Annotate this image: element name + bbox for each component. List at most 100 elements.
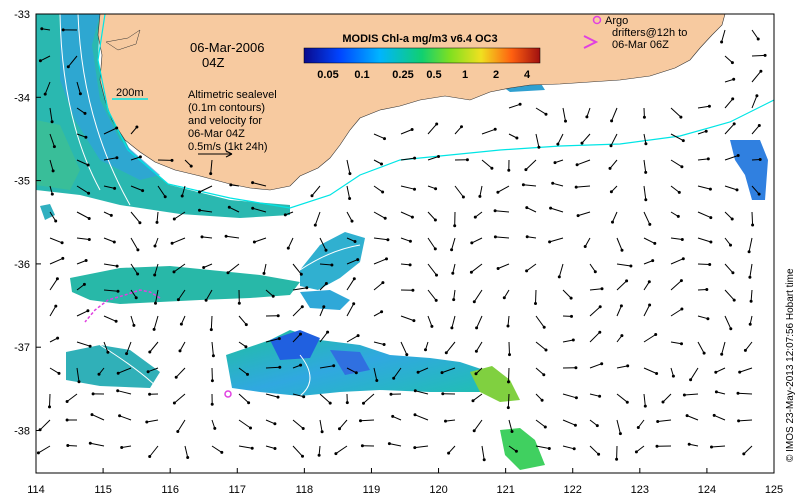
velocity-arrow-head bbox=[65, 400, 69, 403]
velocity-arrow-head bbox=[115, 156, 119, 160]
velocity-arrow bbox=[373, 367, 378, 381]
velocity-arrow bbox=[346, 259, 358, 265]
velocity-arrow-head bbox=[135, 125, 139, 129]
x-tick-label: 121 bbox=[496, 484, 514, 496]
velocity-arrow-head bbox=[202, 266, 206, 269]
velocity-arrow-head bbox=[78, 92, 82, 96]
velocity-arrow bbox=[346, 159, 351, 174]
velocity-arrow-head bbox=[620, 334, 624, 338]
velocity-arrow-head bbox=[77, 380, 81, 384]
velocity-arrow-head bbox=[570, 314, 573, 318]
velocity-arrow bbox=[503, 289, 510, 298]
y-tick-label: -33 bbox=[14, 9, 30, 21]
velocity-arrow-head bbox=[97, 372, 101, 376]
velocity-arrow-head bbox=[469, 270, 473, 274]
velocity-arrow-head bbox=[506, 406, 510, 410]
argo-legend-circle-icon bbox=[592, 15, 602, 25]
velocity-arrow-head bbox=[597, 452, 601, 456]
velocity-arrow bbox=[76, 237, 90, 240]
velocity-arrow bbox=[495, 210, 510, 213]
date-line-2: 04Z bbox=[202, 55, 224, 70]
velocity-arrow bbox=[670, 280, 682, 291]
velocity-arrow-head bbox=[643, 404, 647, 408]
velocity-arrow-head bbox=[732, 122, 736, 126]
velocity-arrow bbox=[562, 339, 574, 343]
velocity-arrow bbox=[637, 419, 645, 428]
velocity-arrow bbox=[643, 237, 656, 244]
velocity-arrow-head bbox=[301, 427, 305, 430]
velocity-arrow-head bbox=[706, 317, 710, 321]
isobath-scale-label: 200m bbox=[116, 87, 144, 99]
velocity-arrow-head bbox=[493, 235, 497, 239]
velocity-arrow bbox=[373, 211, 386, 219]
velocity-arrow-head bbox=[299, 272, 303, 276]
velocity-arrow-head bbox=[324, 248, 328, 252]
velocity-arrow-head bbox=[172, 217, 176, 221]
velocity-arrow bbox=[586, 107, 591, 118]
velocity-arrow-head bbox=[709, 216, 713, 220]
velocity-arrow bbox=[177, 289, 186, 300]
velocity-arrow-head bbox=[704, 129, 708, 133]
velocity-arrow-head bbox=[176, 430, 180, 433]
velocity-arrow-head bbox=[677, 190, 681, 194]
velocity-arrow-head bbox=[54, 219, 58, 223]
velocity-arrow bbox=[346, 211, 353, 222]
island bbox=[105, 29, 141, 51]
velocity-arrow-head bbox=[113, 186, 117, 190]
velocity-arrow bbox=[697, 263, 710, 265]
velocity-arrow bbox=[526, 207, 537, 213]
velocity-arrow bbox=[508, 445, 517, 452]
velocity-arrow bbox=[643, 393, 646, 407]
velocity-arrow bbox=[49, 107, 53, 122]
velocity-arrow-head bbox=[189, 164, 193, 168]
velocity-arrow bbox=[589, 306, 601, 317]
velocity-arrow bbox=[739, 367, 753, 373]
velocity-arrow bbox=[292, 393, 304, 398]
velocity-arrow-head bbox=[524, 168, 528, 172]
velocity-annotation: Altimetric sealevel (0.1m contours) and … bbox=[188, 89, 277, 158]
velocity-arrow-head bbox=[300, 305, 304, 309]
velocity-arrow bbox=[414, 445, 429, 449]
velocity-arrow-head bbox=[246, 372, 249, 376]
velocity-arrow-head bbox=[249, 426, 252, 430]
velocity-arrow-head bbox=[574, 366, 578, 370]
velocity-arrow-head bbox=[299, 332, 302, 336]
velocity-arrow-head bbox=[204, 298, 208, 302]
velocity-arrow bbox=[49, 278, 58, 291]
velocity-arrow-head bbox=[510, 430, 514, 433]
velocity-arrow bbox=[414, 414, 429, 421]
velocity-arrow-head bbox=[731, 97, 735, 101]
velocity-arrow bbox=[417, 367, 429, 373]
argo-float-marker bbox=[224, 390, 232, 398]
velocity-arrow-head bbox=[138, 221, 142, 225]
velocity-arrow bbox=[589, 393, 600, 397]
velocity-arrow-head bbox=[334, 452, 338, 456]
velocity-arrow-head bbox=[211, 354, 215, 358]
velocity-arrow-head bbox=[348, 197, 352, 200]
velocity-arrow bbox=[616, 280, 627, 291]
velocity-arrow bbox=[90, 442, 105, 447]
velocity-arrow-head bbox=[642, 115, 646, 119]
velocity-arrow bbox=[670, 308, 683, 317]
velocity-arrow-head bbox=[430, 324, 434, 328]
velocity-arrow bbox=[535, 341, 547, 351]
velocity-arrow bbox=[319, 283, 327, 291]
colorbar-label: 0.5 bbox=[426, 69, 441, 81]
velocity-arrow-head bbox=[338, 427, 341, 431]
velocity-arrow-head bbox=[732, 298, 736, 302]
velocity-arrow bbox=[616, 237, 623, 251]
velocity-arrow-head bbox=[608, 166, 612, 170]
velocity-arrow bbox=[721, 29, 726, 43]
velocity-arrow-head bbox=[680, 342, 683, 346]
velocity-arrow bbox=[576, 185, 591, 188]
velocity-arrow bbox=[550, 207, 564, 213]
velocity-arrow bbox=[184, 445, 189, 458]
annotation-line: and velocity for bbox=[188, 115, 262, 127]
velocity-arrow bbox=[472, 393, 483, 402]
velocity-arrow bbox=[589, 288, 603, 291]
velocity-arrow-head bbox=[435, 273, 438, 277]
velocity-arrow bbox=[643, 133, 647, 144]
velocity-arrow-head bbox=[493, 209, 497, 213]
velocity-arrow bbox=[507, 315, 510, 327]
velocity-arrow bbox=[121, 445, 132, 448]
